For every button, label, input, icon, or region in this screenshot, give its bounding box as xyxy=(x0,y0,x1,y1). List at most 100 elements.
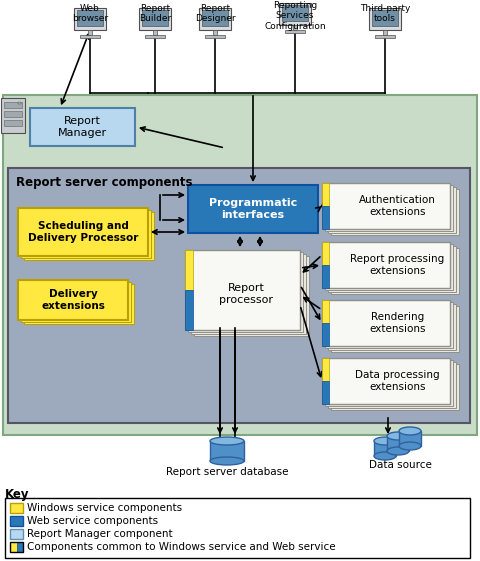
Bar xyxy=(1,98,25,133)
Bar xyxy=(80,35,100,38)
Text: Report
processor: Report processor xyxy=(219,283,273,305)
Bar xyxy=(398,431,420,446)
Bar xyxy=(321,300,449,346)
Text: Third-party
tools: Third-party tools xyxy=(359,4,409,24)
Bar xyxy=(10,516,23,526)
Text: Scheduling and
Delivery Processor: Scheduling and Delivery Processor xyxy=(28,221,138,243)
Bar xyxy=(88,30,92,35)
Bar xyxy=(10,529,23,539)
Bar xyxy=(285,30,304,33)
Ellipse shape xyxy=(386,432,408,440)
Bar xyxy=(24,284,134,324)
Text: Web service components: Web service components xyxy=(27,516,158,526)
Bar xyxy=(4,102,22,108)
Bar xyxy=(8,168,469,423)
Bar xyxy=(281,5,307,21)
Bar xyxy=(330,189,458,235)
Bar xyxy=(327,362,455,408)
Bar xyxy=(185,290,192,330)
Text: Reporting
Services
Configuration: Reporting Services Configuration xyxy=(264,1,325,31)
Text: Report
Builder: Report Builder xyxy=(139,4,171,24)
Bar xyxy=(21,282,131,322)
Bar xyxy=(321,300,328,323)
Bar xyxy=(204,35,225,38)
Bar xyxy=(17,542,23,552)
Text: Key: Key xyxy=(5,488,29,501)
Bar xyxy=(373,441,395,456)
Bar xyxy=(153,30,156,35)
Text: Delivery
extensions: Delivery extensions xyxy=(41,289,105,311)
Bar xyxy=(202,10,228,26)
Bar xyxy=(321,183,328,206)
Ellipse shape xyxy=(210,437,243,445)
Bar xyxy=(5,498,469,558)
Bar xyxy=(321,358,328,381)
Text: Web
browser: Web browser xyxy=(72,4,108,24)
Bar xyxy=(74,8,106,30)
Text: Data processing
extensions: Data processing extensions xyxy=(354,370,439,392)
Bar xyxy=(18,280,128,320)
Text: Components common to Windows service and Web service: Components common to Windows service and… xyxy=(27,542,335,552)
Text: Report processing
extensions: Report processing extensions xyxy=(349,254,444,276)
Bar xyxy=(30,108,135,146)
Bar xyxy=(188,185,317,233)
Bar xyxy=(386,436,408,451)
Text: Report
Designer: Report Designer xyxy=(194,4,235,24)
Ellipse shape xyxy=(398,442,420,450)
Bar xyxy=(321,206,328,229)
Bar xyxy=(10,542,23,552)
Text: Data source: Data source xyxy=(368,460,431,470)
Text: Programmatic
interfaces: Programmatic interfaces xyxy=(208,198,297,220)
Bar xyxy=(321,265,328,288)
Ellipse shape xyxy=(398,427,420,435)
Bar xyxy=(330,306,458,352)
Text: Report
Manager: Report Manager xyxy=(58,116,107,138)
Bar xyxy=(21,210,151,258)
Ellipse shape xyxy=(210,457,243,465)
Text: Authentication
extensions: Authentication extensions xyxy=(358,195,435,217)
Text: Report Manager component: Report Manager component xyxy=(27,529,172,539)
Bar xyxy=(188,252,302,332)
Ellipse shape xyxy=(373,452,395,460)
Bar xyxy=(374,35,394,38)
Bar xyxy=(18,102,21,104)
Bar xyxy=(324,360,452,406)
Bar xyxy=(191,254,305,334)
Bar xyxy=(324,244,452,290)
Bar xyxy=(321,358,449,404)
Bar xyxy=(324,185,452,231)
Bar xyxy=(4,111,22,117)
Bar xyxy=(327,304,455,350)
Bar xyxy=(142,10,168,26)
Bar xyxy=(330,364,458,410)
Bar xyxy=(324,302,452,348)
Bar xyxy=(321,242,328,265)
Bar xyxy=(382,30,386,35)
Bar xyxy=(3,95,476,435)
Bar xyxy=(4,120,22,126)
Bar xyxy=(321,381,328,404)
Bar xyxy=(213,30,216,35)
Bar xyxy=(321,323,328,346)
Bar xyxy=(371,10,397,26)
Text: Windows service components: Windows service components xyxy=(27,503,182,513)
Ellipse shape xyxy=(386,447,408,455)
Bar xyxy=(139,8,171,30)
Bar xyxy=(210,441,243,461)
Bar xyxy=(368,8,400,30)
Bar xyxy=(144,35,165,38)
Bar xyxy=(327,246,455,292)
Bar xyxy=(10,542,17,552)
Bar xyxy=(77,10,103,26)
Bar xyxy=(327,187,455,233)
Bar xyxy=(321,183,449,229)
Bar xyxy=(199,8,230,30)
Bar xyxy=(193,256,308,336)
Text: Rendering
extensions: Rendering extensions xyxy=(369,312,425,334)
Bar xyxy=(185,250,192,290)
Text: Report server database: Report server database xyxy=(166,467,288,477)
Text: Report server components: Report server components xyxy=(16,176,192,189)
Ellipse shape xyxy=(373,437,395,445)
Bar xyxy=(278,3,311,25)
Bar xyxy=(330,248,458,294)
